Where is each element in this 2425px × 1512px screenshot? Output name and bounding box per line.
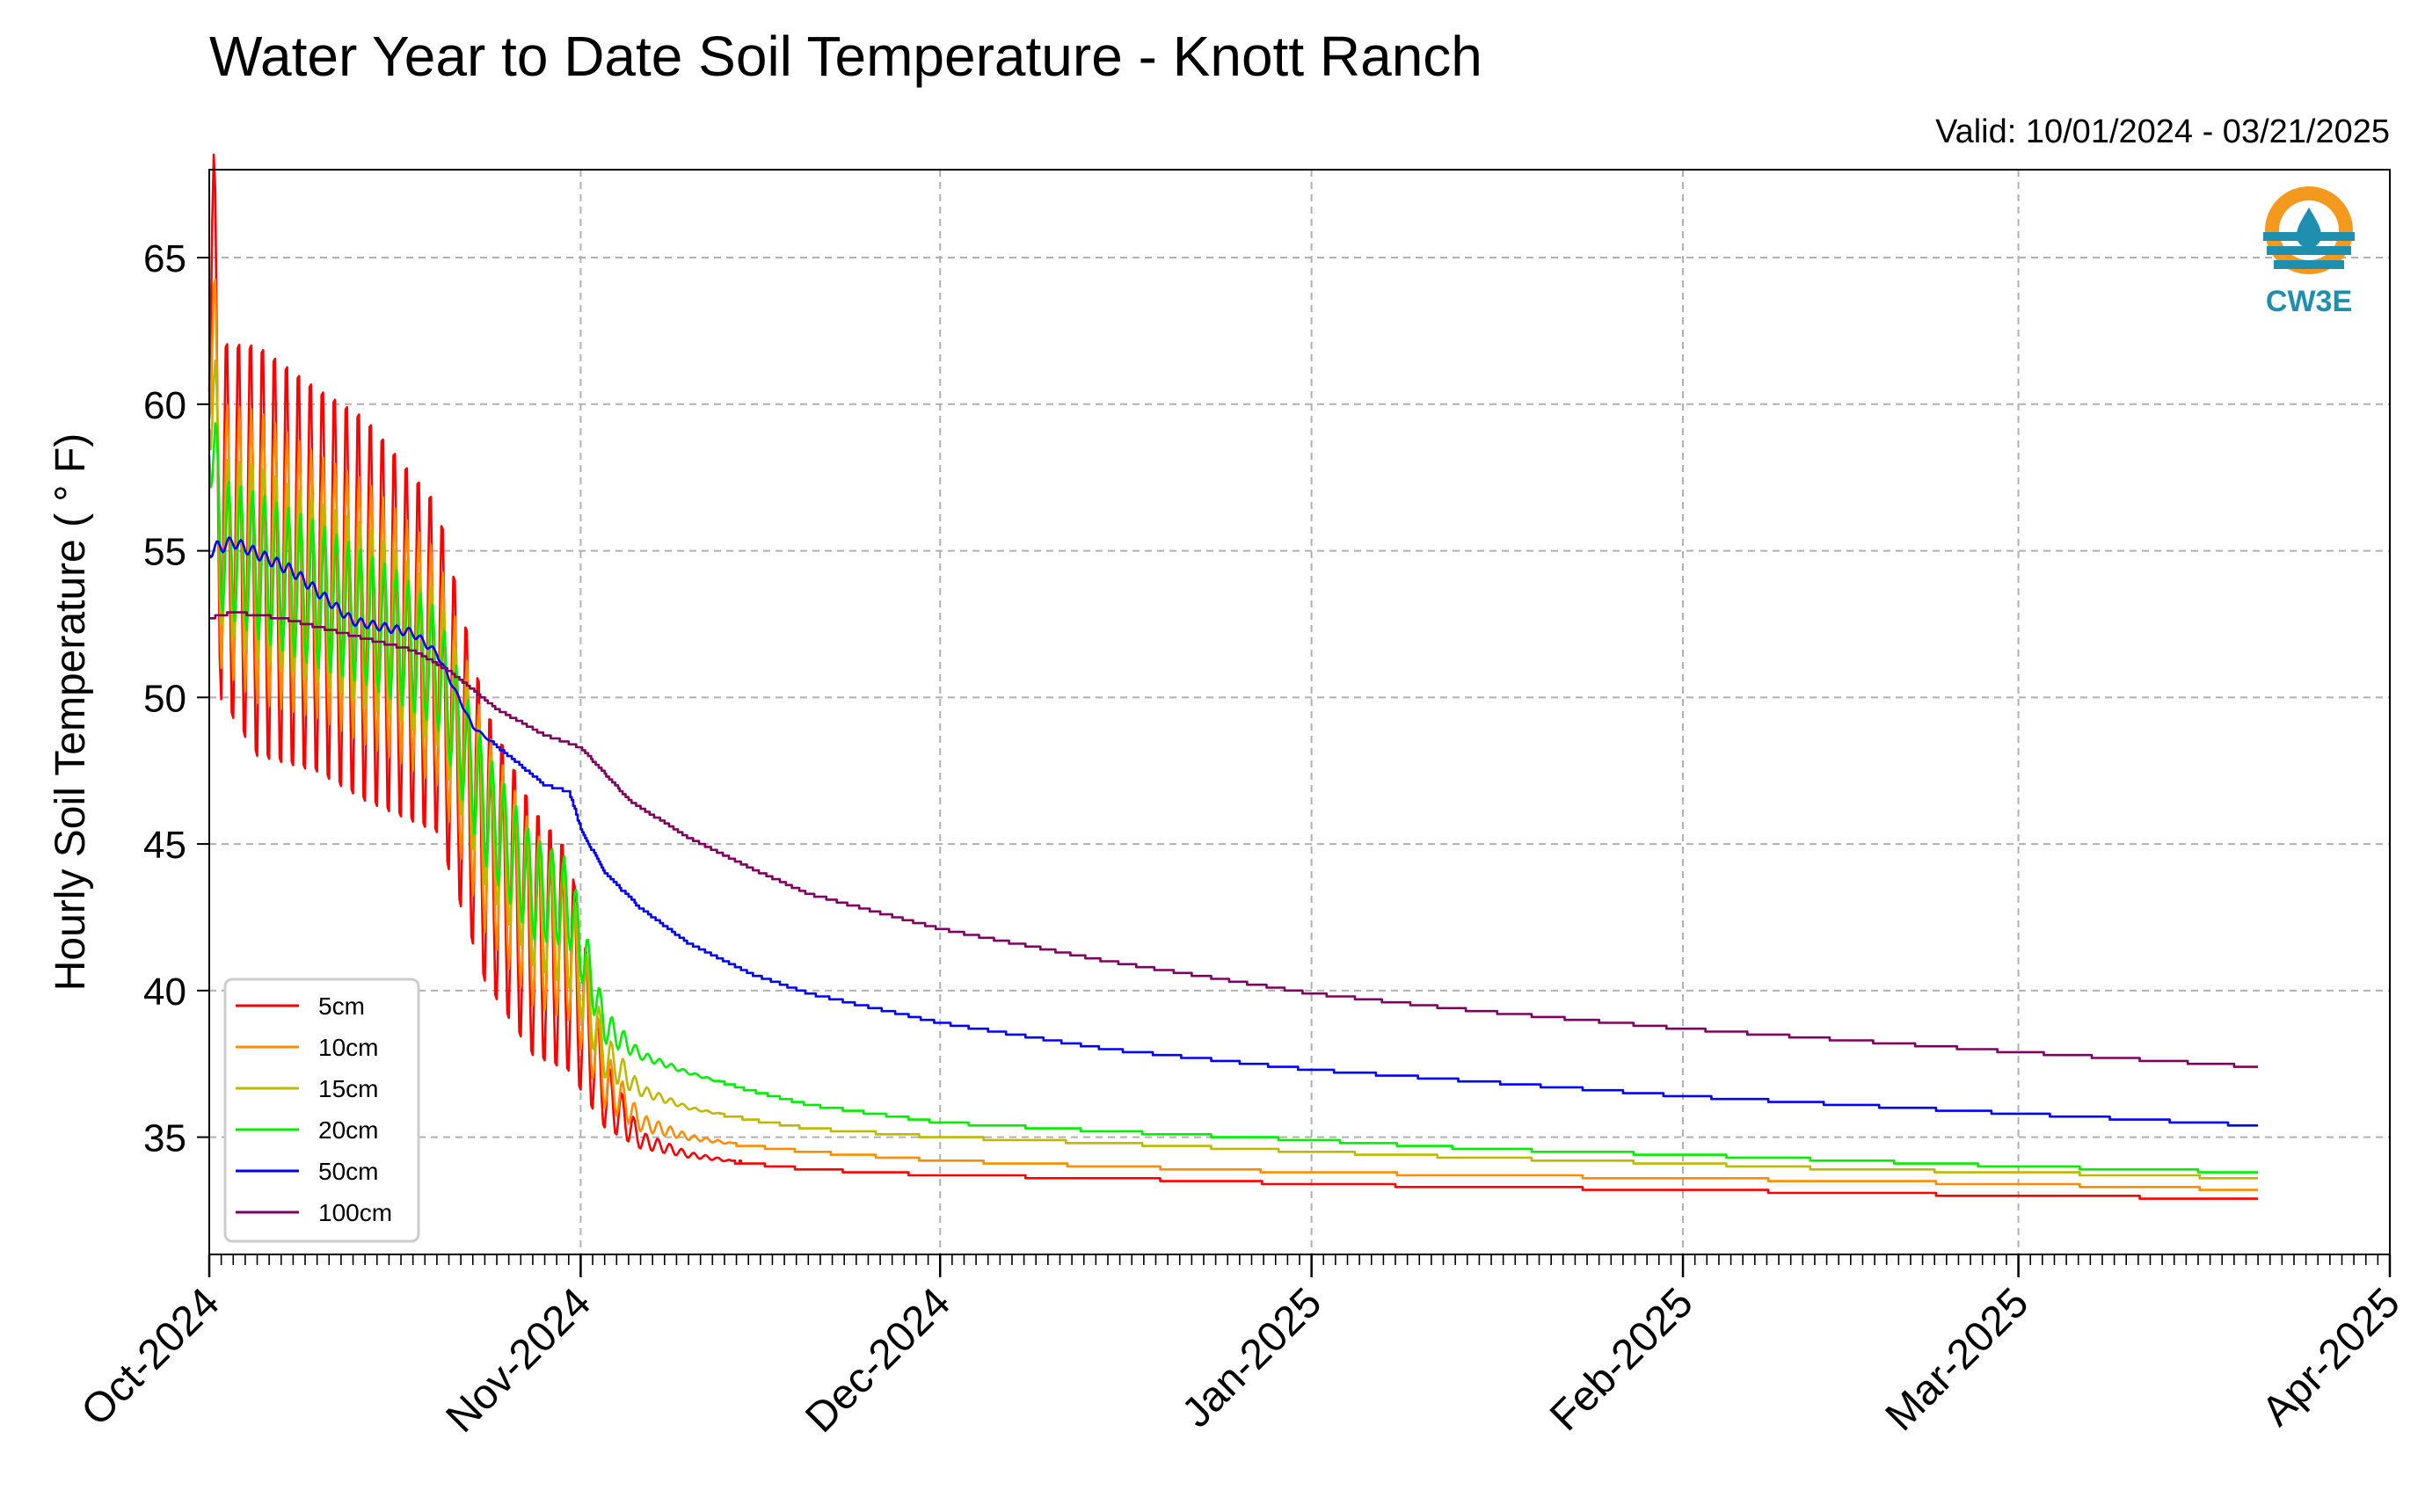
logo-text: CW3E (2266, 285, 2352, 318)
series-line-20cm (208, 422, 2259, 1174)
series-line-50cm (208, 536, 2259, 1127)
logo-wave-3 (2274, 260, 2344, 269)
series-line-100cm (209, 611, 2259, 1068)
y-tick-label: 45 (143, 824, 186, 867)
legend-label: 20cm (318, 1116, 378, 1144)
legend-label: 10cm (318, 1034, 378, 1061)
valid-date-range: Valid: 10/01/2024 - 03/21/2025 (1935, 113, 2390, 150)
y-tick-label: 50 (143, 677, 186, 720)
y-tick-label: 55 (143, 531, 186, 574)
legend: 5cm 10cm 15cm 20cm 50cm 100cm (223, 978, 420, 1243)
legend-label: 100cm (318, 1199, 392, 1226)
chart-title: Water Year to Date Soil Temperature - Kn… (209, 25, 1482, 88)
series-line-15cm (208, 359, 2259, 1180)
legend-label: 15cm (318, 1075, 378, 1102)
series-line-10cm (208, 278, 2259, 1191)
logo-droplet-icon (2297, 207, 2321, 248)
y-tick-label: 60 (143, 384, 186, 427)
legend-label: 5cm (318, 992, 365, 1020)
y-tick-label: 65 (143, 237, 186, 280)
y-tick-label: 35 (143, 1117, 186, 1160)
y-axis-label: Hourly Soil Temperature ( ° F) (47, 433, 94, 992)
series-line-5cm (208, 153, 2259, 1200)
y-tick-label: 40 (143, 970, 186, 1014)
logo-wave-2 (2267, 246, 2351, 255)
data-series (208, 153, 2259, 1200)
cw3e-logo: CW3E (2263, 186, 2355, 318)
legend-box (223, 978, 420, 1243)
legend-label: 50cm (318, 1158, 378, 1185)
y-axis: 35 40 45 50 55 60 65 (143, 237, 209, 1160)
